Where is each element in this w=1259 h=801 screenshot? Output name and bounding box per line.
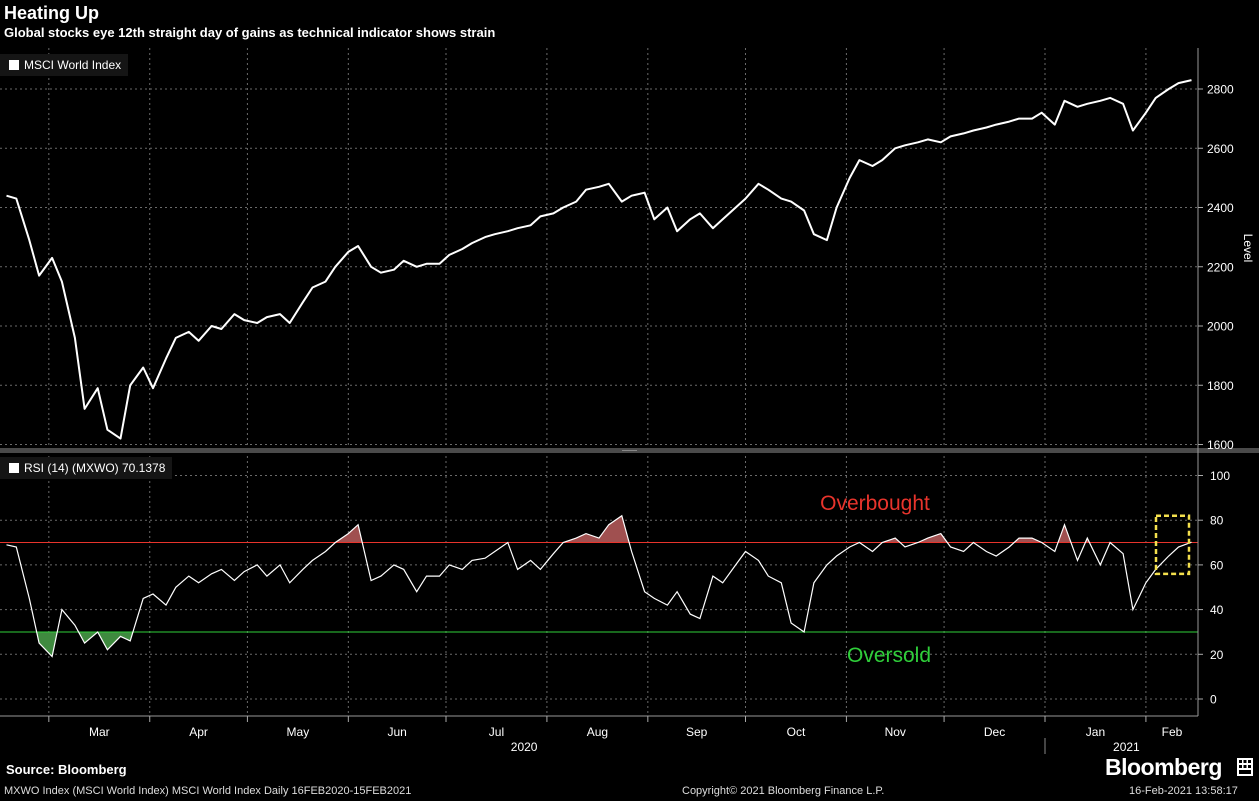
y-tick-label: 2400 [1207,201,1234,215]
top-y-ticks: 1600 1800 2000 2200 2400 2600 2800 [1198,83,1234,452]
x-tick-label: May [287,725,310,739]
overbought-label: Overbought [820,492,930,515]
month-gridlines [48,48,1147,716]
x-tick-label: Oct [787,725,806,739]
x-tick-label: Dec [984,725,1005,739]
y-tick-label: 60 [1210,558,1224,572]
bloomberg-logo: Bloomberg [1105,754,1222,780]
y-tick-label: 1800 [1207,379,1234,393]
rsi-line [6,514,1192,658]
legend-label: RSI (14) (MXWO) 70.1378 [24,461,166,475]
overbought-fill [1058,524,1072,543]
y-tick-label: 1600 [1207,438,1234,452]
oversold-label: Oversold [847,644,931,667]
overbought-fill [1014,538,1042,543]
chart-subtitle: Global stocks eye 12th straight day of g… [4,25,496,40]
footer-copyright: Copyright© 2021 Bloomberg Finance L.P. [682,785,885,797]
x-axis-ticks: Mar Apr May Jun Jul Aug Sep Oct Nov Dec Jan Feb [48,716,1183,754]
year-label: 2021 [1113,740,1140,754]
y-tick-label: 2800 [1207,83,1234,97]
x-tick-label: Jun [387,725,406,739]
top-panel-grid [0,88,1198,445]
y-tick-label: 100 [1210,469,1230,483]
footer-description: MXWO Index (MSCI World Index) MSCI World… [4,785,412,797]
chart-title: Heating Up [4,3,100,23]
price-legend: MSCI World Index [0,54,129,76]
y-tick-label: 40 [1210,603,1224,617]
legend-label: MSCI World Index [24,58,122,72]
overbought-fill [918,533,948,543]
rsi-legend: RSI (14) (MXWO) 70.1378 [0,457,173,479]
bottom-y-ticks: 0 20 40 60 80 100 [1198,469,1230,707]
x-tick-label: Aug [587,725,608,739]
x-tick-label: Mar [89,725,110,739]
x-tick-label: Sep [686,725,708,739]
x-tick-label: Feb [1162,725,1183,739]
y-axis-label: Level [1241,234,1255,263]
footer-timestamp: 16-Feb-2021 13:58:17 [1129,785,1238,797]
year-labels: 2020 2021 [511,740,1140,754]
year-label: 2020 [511,740,538,754]
oversold-fill [36,631,58,657]
bloomberg-terminal-icon [1237,758,1253,776]
legend-swatch [9,60,19,70]
y-tick-label: 2000 [1207,320,1234,334]
legend-swatch [9,463,19,473]
x-tick-label: Nov [885,725,906,739]
msci-world-line [6,79,1192,440]
y-tick-label: 2200 [1207,260,1234,274]
bottom-panel-grid [0,475,1198,700]
y-tick-label: 0 [1210,693,1217,707]
x-tick-label: Jan [1086,725,1105,739]
x-tick-label: Jul [489,725,504,739]
y-tick-label: 2600 [1207,142,1234,156]
y-tick-label: 80 [1210,514,1224,528]
rsi-highlight-box [1154,514,1191,576]
rsi-fills [36,515,1192,657]
x-tick-label: Apr [189,725,208,739]
source-label: Source: Bloomberg [6,762,127,777]
y-tick-label: 20 [1210,648,1224,662]
